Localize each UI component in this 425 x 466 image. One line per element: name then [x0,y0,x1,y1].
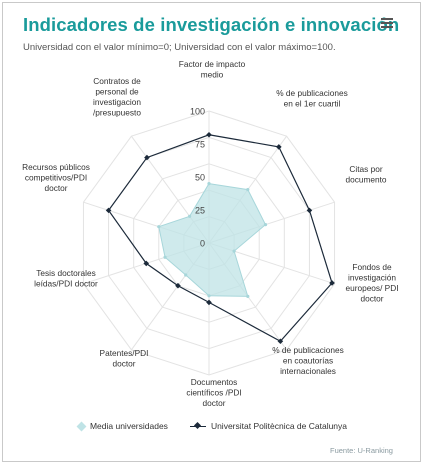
series-upc-point-5[interactable] [206,299,212,306]
series-average-point-7[interactable] [163,255,167,259]
series-upc-point-8[interactable] [105,207,112,214]
legend-label-upc: Universitat Politècnica de Catalunya [210,421,348,431]
axis-label-9: Contratos de personal de investigacion/pre… [93,76,141,118]
series-upc-point-3[interactable] [329,280,335,286]
series-upc-point-2[interactable] [306,207,313,214]
series-average-point-3[interactable] [232,249,236,253]
source-note: Fuente: U-Ranking [330,446,393,455]
series-average-point-2[interactable] [263,223,268,227]
radial-tick-100: 100 [190,107,205,117]
axis-label-5: Documentos científicos /PDI doctor [186,377,241,408]
legend-label-average: Media universidades [89,421,168,431]
axis-label-0: Factor de impacto medio [179,59,246,80]
series-upc [105,131,335,345]
axis-label-6: Patentes/PDI doctor [100,348,149,369]
legend-item-upc[interactable]: Universitat Politècnica de Catalunya [189,421,348,431]
radial-tick-75: 75 [195,140,205,150]
series-average-point-0[interactable] [207,182,211,186]
series-upc-point-7[interactable] [143,260,150,267]
series-average-area [158,183,267,297]
hamburger-menu-icon[interactable] [381,18,393,28]
series-upc-point-0[interactable] [206,131,212,138]
series-upc-point-1[interactable] [276,144,282,150]
radial-tick-50: 50 [195,173,205,183]
series-average [157,182,268,298]
series-average-point-9[interactable] [188,214,192,218]
axis-label-8: Recursos públicos competitivos/PDI doctor [22,162,90,193]
chart-title: Indicadores de investigación e innovació… [23,14,400,35]
series-upc-point-4[interactable] [277,338,284,345]
axis-label-1: % de publicaciones en el 1er cuartil [276,88,348,109]
chart-card: Indicadores de investigación e innovació… [2,2,421,462]
axis-labels: Factor de impacto medio % de publicaciones… [22,59,398,408]
legend: Media universidades Universitat Politècn… [0,421,425,431]
radial-ticks: 0 25 50 75 100 [190,107,205,249]
series-upc-point-9[interactable] [144,154,150,161]
legend-item-average[interactable]: Media universidades [76,421,168,431]
radial-tick-25: 25 [195,206,205,216]
axis-label-2: Citas por documento [345,164,386,185]
series-average-point-8[interactable] [157,225,161,229]
radial-tick-0: 0 [200,239,205,249]
axis-label-3: Fondos de investigación europeos/ PDI docto… [345,262,398,304]
series-average-point-5[interactable] [207,294,211,298]
legend-marker-upc [189,423,206,430]
series-average-point-6[interactable] [184,273,188,277]
series-average-point-4[interactable] [246,294,250,298]
legend-marker-average [76,421,87,431]
axis-label-7: Tesis doctorales leídas/PDI doctor [34,268,98,289]
axis-label-4: % de publicaciones en coautorías internaci… [272,345,344,376]
chart-subtitle: Universidad con el valor mínimo=0; Unive… [23,42,336,53]
series-average-point-1[interactable] [246,188,250,192]
series-upc-point-6[interactable] [175,282,181,289]
